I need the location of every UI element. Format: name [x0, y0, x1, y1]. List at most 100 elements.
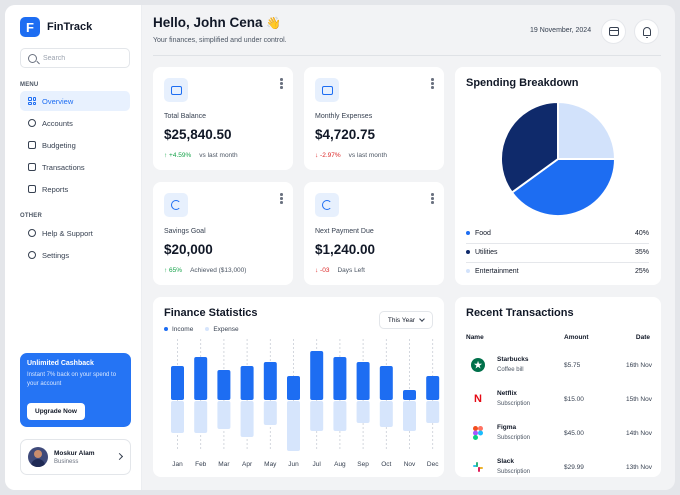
search-input[interactable] — [43, 54, 123, 62]
expense-bar-oct[interactable] — [379, 401, 393, 427]
sidebar-item-transactions[interactable]: Transactions — [20, 157, 130, 177]
sidebar-item-label: Settings — [42, 250, 70, 260]
recent-transactions-card: Recent Transactions Name Amount Date ★ S… — [455, 297, 661, 477]
sidebar-item-accounts[interactable]: Accounts — [20, 113, 130, 133]
search-icon — [28, 53, 37, 63]
table-row[interactable]: Figma Subscription $45.00 14th Nov — [466, 420, 652, 450]
expense-bar-jan[interactable] — [171, 401, 184, 433]
app-frame: F FinTrack MENU Overview Accounts Budget… — [5, 5, 675, 490]
income-bar-jan[interactable] — [171, 366, 184, 400]
more-options-icon[interactable] — [280, 193, 283, 204]
expense-bar-jul[interactable] — [310, 401, 324, 431]
refresh-icon — [315, 193, 339, 217]
expense-bar-may[interactable] — [263, 401, 277, 425]
starbucks-logo-icon: ★ — [471, 358, 485, 372]
stat-footer: ↑ 65% Achieved ($13,000) — [164, 267, 246, 274]
stat-card-monthly-expenses[interactable]: Monthly Expenses $4,720.75 ↓ -2.97% vs l… — [304, 67, 444, 170]
x-tick-label: Jun — [288, 461, 299, 468]
pie-slice-entertainment[interactable] — [557, 101, 616, 160]
transactions-title: Recent Transactions — [466, 307, 574, 319]
cashback-promo: Unlimited Cashback Instant 7% back on yo… — [20, 353, 131, 427]
user-profile[interactable]: Moskur Alam Business — [20, 439, 131, 475]
income-bar-oct[interactable] — [379, 366, 393, 400]
stat-card-next-payment[interactable]: Next Payment Due $1,240.00 ↓ -03 Days Le… — [304, 182, 444, 285]
legend-divider — [466, 243, 649, 244]
more-options-icon[interactable] — [431, 78, 434, 89]
income-bar-may[interactable] — [263, 362, 277, 400]
tx-name: Slack — [497, 458, 514, 465]
income-bar-nov[interactable] — [403, 390, 416, 400]
app-name: FinTrack — [47, 21, 93, 33]
legend-item-entertainment: Entertainment 25% — [466, 268, 649, 275]
tx-amount: $29.99 — [564, 464, 584, 471]
legend-divider — [466, 262, 649, 263]
sidebar-item-budgeting[interactable]: Budgeting — [20, 135, 130, 155]
finance-title: Finance Statistics — [164, 307, 258, 319]
legend-income: Income — [164, 326, 193, 333]
income-bar-aug[interactable] — [333, 357, 347, 400]
spending-pie-chart — [500, 101, 616, 217]
pie-slice-food[interactable] — [510, 158, 616, 217]
income-bar-dec[interactable] — [426, 376, 440, 400]
legend-label: Food — [475, 230, 491, 237]
tx-date: 14th Nov — [625, 430, 652, 437]
menu-section-label: MENU — [20, 82, 39, 88]
expense-bar-sep[interactable] — [356, 401, 370, 423]
table-row[interactable]: N Netflix Subscription $15.00 15th Nov — [466, 386, 652, 416]
expense-bar-aug[interactable] — [333, 401, 347, 431]
bell-icon — [642, 27, 651, 38]
income-bar-apr[interactable] — [240, 366, 254, 400]
greeting-text: Hello, John Cena — [153, 15, 263, 30]
column-header-date: Date — [635, 334, 650, 341]
upgrade-now-button[interactable]: Upgrade Now — [27, 403, 85, 420]
sidebar-item-help[interactable]: Help & Support — [20, 223, 130, 243]
help-icon — [28, 229, 36, 237]
table-row[interactable]: Slack Subscription $29.99 13th Nov — [466, 454, 652, 477]
stat-value: $25,840.50 — [164, 127, 232, 142]
income-bar-sep[interactable] — [356, 362, 370, 400]
period-dropdown[interactable]: This Year — [378, 311, 433, 329]
brand[interactable]: F FinTrack — [20, 17, 92, 37]
x-tick-label: Dec — [427, 461, 439, 468]
stat-footer: ↑ +4.59% vs last month — [164, 152, 238, 159]
finance-statistics-card: Finance Statistics Income Expense This Y… — [153, 297, 444, 477]
sidebar-item-label: Accounts — [42, 118, 73, 128]
legend-label: Expense — [213, 326, 239, 333]
chevron-right-icon[interactable] — [115, 452, 124, 461]
expense-bar-dec[interactable] — [426, 401, 440, 423]
stat-card-savings-goal[interactable]: Savings Goal $20,000 ↑ 65% Achieved ($13… — [153, 182, 293, 285]
more-options-icon[interactable] — [431, 193, 434, 204]
sidebar-item-label: Reports — [42, 184, 69, 194]
savings-icon — [164, 193, 188, 217]
expense-bar-mar[interactable] — [217, 401, 231, 429]
sidebar-item-label: Budgeting — [42, 140, 76, 150]
spending-breakdown-card: Spending Breakdown Food 40% Utilities 35… — [455, 67, 661, 285]
more-options-icon[interactable] — [280, 78, 283, 89]
table-row[interactable]: ★ Starbucks Coffee bill $5.75 16th Nov — [466, 352, 652, 382]
tx-date: 13th Nov — [625, 464, 652, 471]
fintrack-logo-icon: F — [20, 17, 40, 37]
stat-card-total-balance[interactable]: Total Balance $25,840.50 ↑ +4.59% vs las… — [153, 67, 293, 170]
income-bar-jun[interactable] — [287, 376, 300, 400]
stat-change: ↑ 65% — [164, 267, 183, 274]
sidebar-item-reports[interactable]: Reports — [20, 179, 130, 199]
users-icon — [28, 119, 36, 127]
search-box[interactable] — [20, 48, 130, 68]
avatar — [28, 447, 48, 467]
pie-slice-utilities[interactable] — [500, 101, 559, 194]
expense-bar-jun[interactable] — [287, 401, 300, 451]
sidebar-item-overview[interactable]: Overview — [20, 91, 130, 111]
notifications-button[interactable] — [634, 19, 659, 44]
tx-date: 15th Nov — [625, 396, 652, 403]
income-bar-jul[interactable] — [310, 351, 324, 400]
calendar-button[interactable] — [601, 19, 626, 44]
income-bar-feb[interactable] — [194, 357, 208, 400]
income-bar-mar[interactable] — [217, 370, 231, 400]
sidebar-item-label: Transactions — [42, 162, 85, 172]
expense-bar-nov[interactable] — [403, 401, 416, 431]
wallet-icon — [164, 78, 188, 102]
expense-bar-feb[interactable] — [194, 401, 208, 433]
expense-bar-apr[interactable] — [240, 401, 254, 437]
tx-category: Subscription — [497, 401, 531, 407]
sidebar-item-settings[interactable]: Settings — [20, 245, 130, 265]
